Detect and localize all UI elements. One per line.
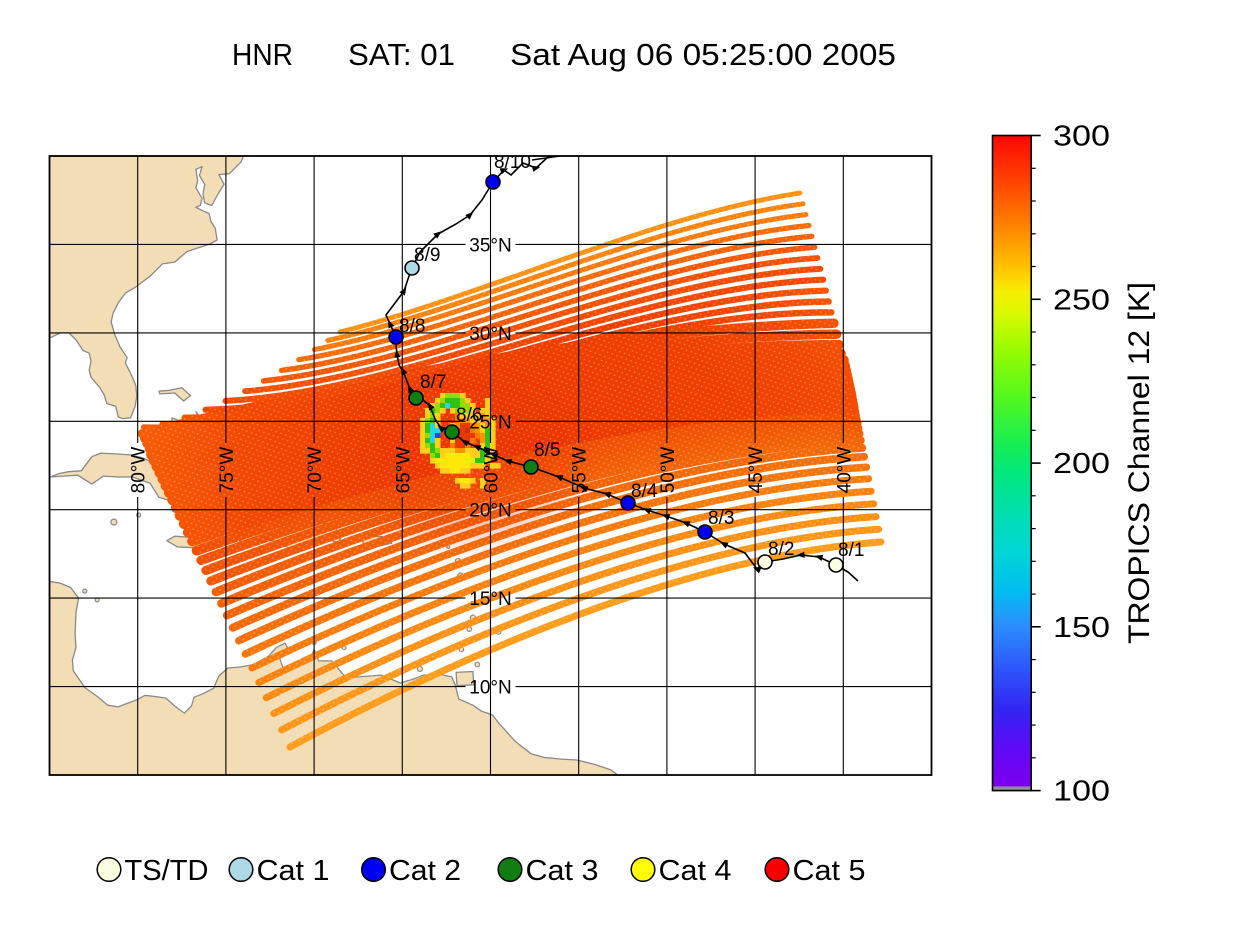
svg-text:10°N: 10°N [469, 678, 511, 699]
svg-text:Sat Aug 06 05:25:00 2005: Sat Aug 06 05:25:00 2005 [510, 38, 896, 72]
svg-text:65°W: 65°W [393, 447, 414, 494]
svg-text:Cat 5: Cat 5 [793, 855, 866, 887]
svg-text:150: 150 [1053, 612, 1110, 644]
svg-text:8/7: 8/7 [420, 372, 446, 393]
svg-text:Cat 1: Cat 1 [257, 855, 330, 887]
svg-text:8/5: 8/5 [534, 440, 560, 461]
svg-text:8/1: 8/1 [838, 540, 864, 561]
svg-text:200: 200 [1053, 448, 1110, 480]
svg-text:8/10: 8/10 [494, 152, 531, 173]
svg-text:20°N: 20°N [469, 501, 511, 522]
svg-text:35°N: 35°N [469, 235, 511, 256]
svg-text:8/4: 8/4 [631, 481, 658, 502]
svg-text:60°W: 60°W [482, 447, 503, 494]
svg-text:300: 300 [1053, 121, 1110, 153]
svg-text:25°N: 25°N [469, 412, 511, 433]
svg-text:50°W: 50°W [658, 447, 679, 494]
svg-text:8/9: 8/9 [414, 245, 440, 266]
svg-text:40°W: 40°W [834, 447, 855, 494]
svg-text:TROPICS Channel 12 [K]: TROPICS Channel 12 [K] [1123, 282, 1156, 644]
svg-text:8/6: 8/6 [456, 405, 482, 426]
svg-text:SAT: 01: SAT: 01 [348, 38, 455, 72]
svg-text:100: 100 [1053, 776, 1110, 808]
svg-text:80°W: 80°W [129, 447, 150, 494]
svg-text:HNR: HNR [232, 38, 293, 72]
svg-text:8/8: 8/8 [399, 316, 425, 337]
svg-text:250: 250 [1053, 284, 1110, 316]
svg-text:Cat 2: Cat 2 [389, 855, 461, 887]
svg-text:70°W: 70°W [305, 447, 326, 494]
svg-text:55°W: 55°W [570, 447, 591, 494]
svg-text:15°N: 15°N [469, 589, 511, 610]
svg-text:75°W: 75°W [217, 447, 238, 494]
svg-text:45°W: 45°W [746, 447, 767, 494]
svg-text:8/2: 8/2 [768, 539, 794, 560]
svg-text:Cat 4: Cat 4 [659, 855, 732, 887]
svg-text:30°N: 30°N [469, 324, 511, 345]
svg-text:Cat 3: Cat 3 [526, 855, 599, 887]
svg-text:TS/TD: TS/TD [125, 855, 209, 887]
svg-text:8/3: 8/3 [708, 508, 734, 529]
